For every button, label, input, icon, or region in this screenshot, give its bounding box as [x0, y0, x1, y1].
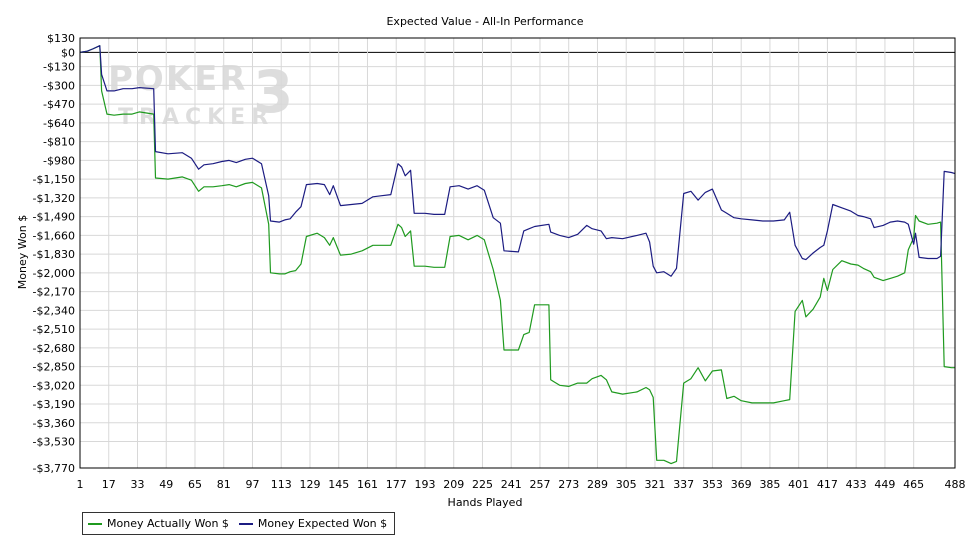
- legend-swatch-actual: [88, 522, 102, 525]
- grid: [79, 37, 956, 469]
- y-tick-label: -$3,360: [33, 417, 75, 430]
- y-tick-label: -$3,530: [33, 436, 75, 449]
- y-tick-label: -$810: [43, 136, 75, 149]
- x-tick-label: 433: [846, 478, 867, 491]
- y-tick-label: -$2,170: [33, 286, 75, 299]
- x-tick-label: 129: [299, 478, 320, 491]
- poker-tracker-watermark: POKER 3 TRACKER: [108, 58, 293, 130]
- series-line-1: [79, 45, 956, 277]
- watermark-line2: TRACKER: [118, 105, 274, 130]
- x-tick-label: 177: [386, 478, 407, 491]
- x-tick-label: 193: [414, 478, 435, 491]
- y-tick-label: -$2,340: [33, 304, 75, 317]
- y-tick-label: $0: [61, 46, 75, 59]
- watermark-digit: 3: [253, 58, 293, 126]
- y-tick-label: -$2,850: [33, 361, 75, 374]
- legend-swatch-expected: [238, 522, 253, 525]
- y-tick-label: -$640: [43, 117, 75, 130]
- x-tick-label: 241: [501, 478, 522, 491]
- series-lines: [79, 45, 956, 465]
- watermark-line1: POKER: [108, 59, 248, 99]
- y-tick-label: -$1,660: [33, 229, 75, 242]
- y-tick-label: -$1,490: [33, 211, 75, 224]
- legend-label-actual: Money Actually Won $: [107, 517, 229, 530]
- y-tick-label: -$3,770: [33, 462, 75, 475]
- y-tick-label: -$470: [43, 98, 75, 111]
- x-tick-label: 417: [817, 478, 838, 491]
- x-tick-label: 113: [271, 478, 292, 491]
- x-tick-label: 401: [788, 478, 809, 491]
- x-tick-label: 1: [77, 478, 84, 491]
- legend: Money Actually Won $ Money Expected Won …: [82, 512, 396, 535]
- y-tick-label: -$1,150: [33, 173, 75, 186]
- x-tick-label: 65: [188, 478, 202, 491]
- x-tick-label: 449: [874, 478, 895, 491]
- x-tick-label: 353: [702, 478, 723, 491]
- y-tick-label: -$130: [43, 61, 75, 74]
- y-tick-label: -$3,020: [33, 379, 75, 392]
- x-tick-label: 289: [587, 478, 608, 491]
- y-tick-label: -$980: [43, 154, 75, 167]
- x-tick-label: 385: [759, 478, 780, 491]
- y-tick-label: -$300: [43, 79, 75, 92]
- x-tick-label: 369: [731, 478, 752, 491]
- legend-label-expected: Money Expected Won $: [257, 517, 388, 530]
- legend-item-expected: Money Expected Won $: [238, 517, 388, 530]
- axis-ticks: $130$0 -$130 -$300 -$470 -$640 -$810 -$980 -$1,…: [33, 32, 966, 491]
- x-tick-label: 97: [245, 478, 259, 491]
- x-tick-label: 225: [472, 478, 493, 491]
- x-tick-label: 257: [529, 478, 550, 491]
- x-tick-label: 161: [357, 478, 378, 491]
- x-tick-label: 465: [903, 478, 924, 491]
- x-tick-label: 305: [616, 478, 637, 491]
- series-line-0: [79, 45, 955, 465]
- chart-title: Expected Value - All-In Performance: [386, 15, 583, 28]
- x-tick-label: 273: [558, 478, 579, 491]
- y-tick-label: -$3,190: [33, 398, 75, 411]
- y-tick-label: -$2,000: [33, 267, 75, 280]
- y-tick-label: -$2,680: [33, 342, 75, 355]
- plot-frame: [79, 37, 956, 469]
- x-tick-label: 49: [159, 478, 173, 491]
- x-tick-label: 488: [945, 478, 966, 491]
- x-tick-label: 145: [328, 478, 349, 491]
- x-tick-label: 321: [644, 478, 665, 491]
- y-tick-label: -$1,320: [33, 192, 75, 205]
- x-tick-label: 17: [102, 478, 116, 491]
- legend-item-actual: Money Actually Won $: [88, 517, 229, 530]
- y-tick-label: -$1,830: [33, 248, 75, 261]
- y-tick-label: $130: [47, 32, 75, 45]
- y-tick-label: -$2,510: [33, 323, 75, 336]
- y-axis-label: Money Won $: [16, 215, 29, 289]
- x-tick-label: 337: [673, 478, 694, 491]
- x-tick-label: 209: [443, 478, 464, 491]
- x-tick-label: 33: [130, 478, 144, 491]
- x-axis-label: Hands Played: [448, 496, 523, 509]
- x-tick-label: 81: [217, 478, 231, 491]
